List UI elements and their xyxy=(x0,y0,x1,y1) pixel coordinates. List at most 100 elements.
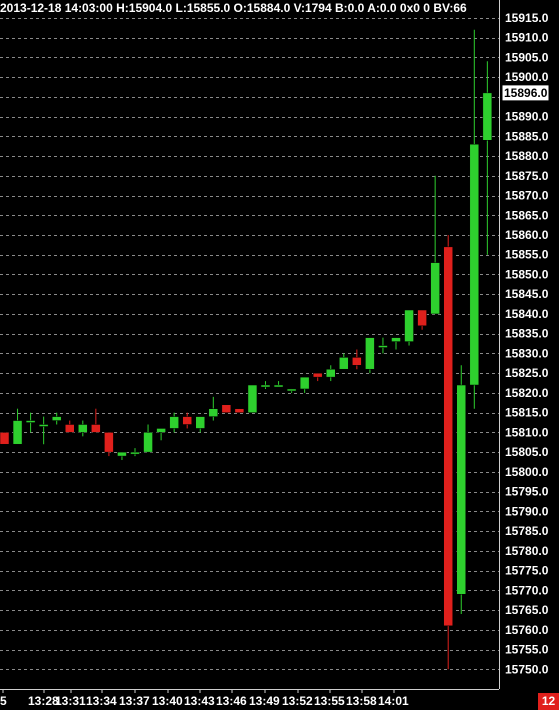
candle xyxy=(273,381,284,388)
candle xyxy=(156,428,166,441)
candle-body xyxy=(365,337,375,370)
candle xyxy=(312,372,323,382)
candle xyxy=(286,388,297,393)
candle xyxy=(0,432,10,445)
bar-size: 0x0 xyxy=(399,1,420,15)
time-tick-label: 13:46 xyxy=(216,694,247,708)
candle xyxy=(38,416,49,445)
candle xyxy=(117,451,127,461)
price-tick-label: 15765.0 xyxy=(505,603,549,617)
candle xyxy=(51,412,62,425)
candle-body xyxy=(221,404,232,413)
price-tick-label: 15755.0 xyxy=(505,643,549,657)
bar-datetime: 2013-12-18 14:03:00 xyxy=(0,1,113,15)
bar-open: O:15884.0 xyxy=(233,1,291,15)
candle xyxy=(456,365,466,614)
candle-body xyxy=(104,432,114,453)
candle xyxy=(91,408,101,433)
price-tick-label: 15890.0 xyxy=(505,110,549,124)
bar-zero: 0 xyxy=(423,1,430,15)
price-axis: 15915.0 15910.0 15905.0 15900.0 15890.0 15885… xyxy=(499,0,550,689)
bar-high: H:15904.0 xyxy=(116,1,173,15)
price-tick-label: 15750.0 xyxy=(505,662,549,676)
bar-volume: V:1794 xyxy=(293,1,332,15)
candle-body xyxy=(273,384,284,388)
candle xyxy=(104,432,114,457)
candle xyxy=(430,175,440,315)
candle-body xyxy=(51,416,62,421)
candle-body xyxy=(182,416,192,425)
price-tick-label: 15795.0 xyxy=(505,485,549,499)
price-tick-label: 15775.0 xyxy=(505,564,549,578)
candle xyxy=(65,420,75,433)
price-tick-label: 15885.0 xyxy=(505,129,549,143)
time-tick-label: 13:34 xyxy=(86,694,117,708)
candle xyxy=(404,309,414,346)
bar-low: L:15855.0 xyxy=(175,1,231,15)
candle-body xyxy=(378,345,388,348)
bar-bid: B:0.0 xyxy=(335,1,365,15)
candle-body xyxy=(299,376,310,390)
candle-body xyxy=(91,424,101,433)
candle-body xyxy=(65,424,75,433)
candle-body xyxy=(326,368,336,378)
price-tick-label: 15805.0 xyxy=(505,445,549,459)
candle xyxy=(469,29,480,409)
candle xyxy=(391,337,401,350)
price-tick-label: 15785.0 xyxy=(505,524,549,538)
candle-body xyxy=(156,428,166,433)
price-tick-label: 15870.0 xyxy=(505,189,549,203)
candle-body xyxy=(391,337,401,342)
time-tick-label: 13:31 xyxy=(55,694,86,708)
time-tick-label: 13:58 xyxy=(346,694,377,708)
price-tick-label: 15850.0 xyxy=(505,267,549,281)
candle xyxy=(326,365,336,382)
price-tick-label: 15855.0 xyxy=(505,248,549,262)
candle xyxy=(195,416,205,433)
candle xyxy=(169,412,179,433)
candle xyxy=(130,448,140,457)
price-tick-label: 15790.0 xyxy=(505,504,549,518)
candle-body xyxy=(443,246,453,627)
candle-body xyxy=(130,451,140,455)
current-price-box xyxy=(501,84,550,102)
candle-body xyxy=(286,388,297,392)
time-tick-label: 14:01 xyxy=(378,694,409,708)
price-tick-label: 15825.0 xyxy=(505,366,549,380)
time-tick-label: 13:28 xyxy=(28,694,59,708)
candle-body xyxy=(234,408,245,413)
price-tick-label: 15815.0 xyxy=(505,406,549,420)
candle-body xyxy=(456,384,466,595)
candle-body xyxy=(352,357,362,366)
price-tick-label: 15820.0 xyxy=(505,386,549,400)
candle xyxy=(208,396,219,421)
candle xyxy=(12,408,23,445)
candle-body xyxy=(339,357,349,370)
candle-body xyxy=(208,408,219,417)
candle-body xyxy=(25,420,36,423)
time-tick-label: 13:49 xyxy=(249,694,280,708)
candle-body xyxy=(312,372,323,378)
price-tick-label: 15780.0 xyxy=(505,544,549,558)
price-tick-label: 15905.0 xyxy=(505,50,549,64)
candle xyxy=(482,61,493,255)
candle xyxy=(417,309,427,330)
candle-body xyxy=(260,384,271,388)
bar-bid-volume: BV:66 xyxy=(433,1,467,15)
price-tick-label: 15865.0 xyxy=(505,208,549,222)
price-tick-label: 15900.0 xyxy=(505,70,549,84)
candle xyxy=(25,412,36,433)
candle-body xyxy=(38,424,49,427)
time-tick-label: 13:37 xyxy=(119,694,150,708)
candle xyxy=(182,412,192,429)
candle xyxy=(260,381,271,389)
candle-body xyxy=(12,420,23,445)
candle-body xyxy=(0,432,10,445)
bar-info-header: 2013-12-18 14:03:00 H:15904.0 L:15855.0 … xyxy=(0,0,500,18)
time-tick-label: 13:43 xyxy=(184,694,215,708)
alert-count-badge[interactable]: 12 xyxy=(538,693,559,710)
candle-body xyxy=(482,92,493,141)
candle-body xyxy=(247,384,258,413)
